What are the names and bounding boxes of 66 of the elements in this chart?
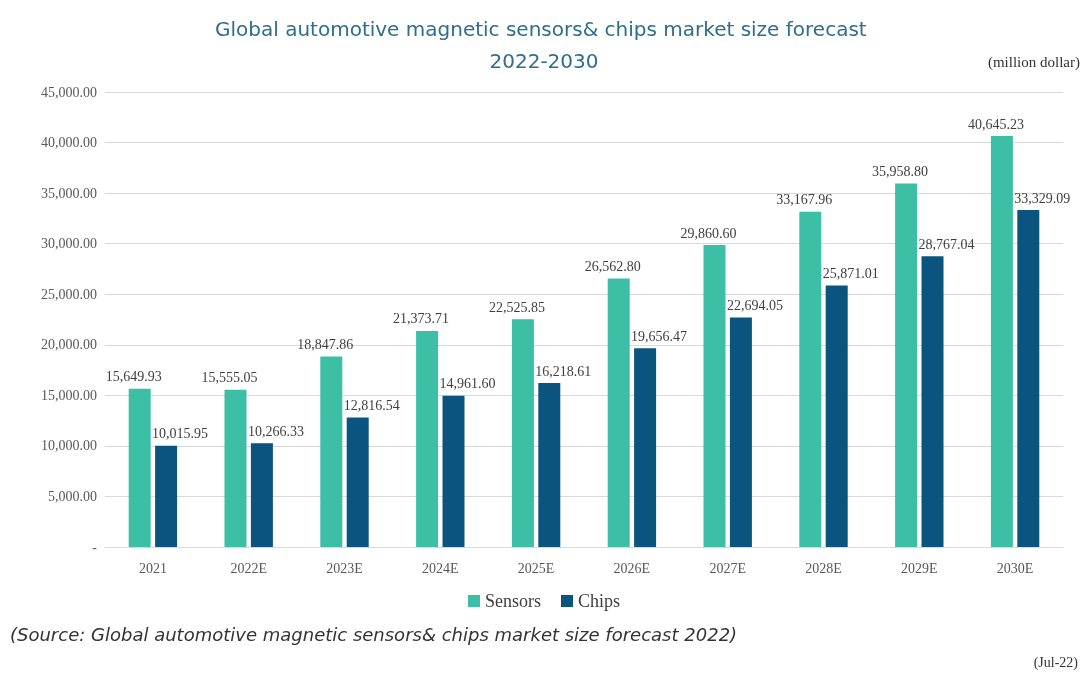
bar xyxy=(224,389,247,547)
x-tick-label: 2027E xyxy=(709,560,746,576)
y-tick-label: 30,000.00 xyxy=(41,236,97,252)
bar xyxy=(634,348,657,547)
bar xyxy=(538,383,561,547)
data-label: 22,525.85 xyxy=(488,299,545,315)
x-tick-label: 2028E xyxy=(805,560,842,576)
bar xyxy=(703,245,726,547)
bar xyxy=(607,278,630,547)
data-label: 26,562.80 xyxy=(584,258,641,274)
data-label: 16,218.61 xyxy=(535,363,592,379)
text: (Jul-22) xyxy=(1033,654,1079,671)
y-axis-title: (million dollar) xyxy=(987,53,1081,71)
data-label: 35,958.80 xyxy=(872,163,929,179)
y-tick-label: 45,000.00 xyxy=(41,84,97,100)
legend-label: Sensors xyxy=(484,591,542,611)
data-label: 15,649.93 xyxy=(105,369,162,385)
bar xyxy=(895,183,918,547)
x-tick-label: 2026E xyxy=(613,560,651,576)
x-tick-label: 2025E xyxy=(517,560,555,576)
x-tick-label: 2024E xyxy=(422,560,459,576)
data-label: 28,767.04 xyxy=(918,236,975,252)
data-label: 10,266.33 xyxy=(247,423,304,439)
data-label: 29,860.60 xyxy=(680,225,737,241)
bar xyxy=(799,211,822,547)
y-tick-label: 5,000.00 xyxy=(48,488,97,504)
y-tick-label: 25,000.00 xyxy=(41,286,97,302)
text: (Source: Global automotive magnetic sensors& chips market size forecast 2022) xyxy=(10,623,738,645)
data-label: 33,167.96 xyxy=(776,192,833,208)
data-label: 15,555.05 xyxy=(201,370,258,386)
data-label: 10,015.95 xyxy=(152,426,209,442)
y-tick-label: 40,000.00 xyxy=(41,135,97,151)
data-label: 12,816.54 xyxy=(343,397,400,413)
x-tick-label: 2021 xyxy=(138,560,167,576)
bar xyxy=(1017,210,1040,547)
x-tick-label: 2023E xyxy=(326,560,363,576)
data-label: 25,871.01 xyxy=(822,265,879,281)
bar xyxy=(729,317,752,547)
bar xyxy=(155,445,178,547)
data-label: 18,847.86 xyxy=(297,336,354,352)
bar xyxy=(320,356,343,547)
y-tick-label: 35,000.00 xyxy=(41,185,97,201)
legend-label: Chips xyxy=(578,591,621,611)
bar xyxy=(442,395,465,547)
x-tick-label: 2029E xyxy=(901,560,938,576)
data-label: 14,961.60 xyxy=(439,376,496,392)
bar xyxy=(250,443,273,547)
y-tick-label: 20,000.00 xyxy=(41,337,97,353)
data-label: 22,694.05 xyxy=(726,298,783,314)
x-tick-label: 2022E xyxy=(230,560,267,576)
chart-title: Global automotive magnetic sensors& chips market size forecast 2022-2030 xyxy=(214,17,874,73)
data-label: 19,656.47 xyxy=(631,328,688,344)
bar xyxy=(990,136,1013,547)
y-tick-label: - xyxy=(92,539,98,555)
bar xyxy=(416,330,439,547)
x-tick-label: 2030E xyxy=(996,560,1034,576)
bar xyxy=(346,417,369,547)
y-tick-label: 10,000.00 xyxy=(41,438,97,454)
bar xyxy=(511,319,534,547)
data-label: 40,645.23 xyxy=(967,116,1024,132)
y-tick-label: 15,000.00 xyxy=(41,387,97,403)
data-label: 21,373.71 xyxy=(393,311,450,327)
bar xyxy=(128,388,151,547)
bar xyxy=(825,285,848,547)
data-label: 33,329.09 xyxy=(1014,190,1071,206)
bar xyxy=(921,256,944,547)
